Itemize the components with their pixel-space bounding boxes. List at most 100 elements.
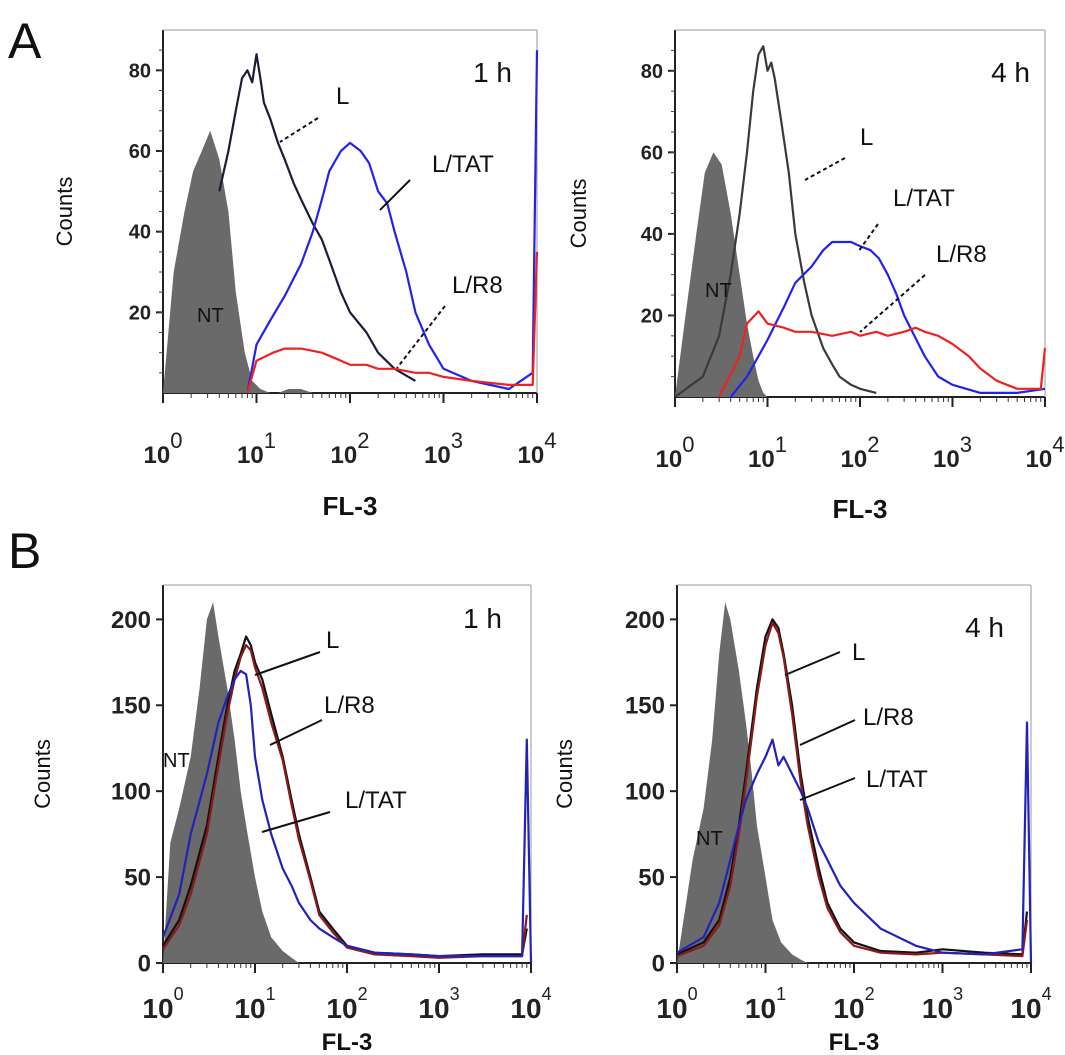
y-axis-title: Counts (552, 739, 577, 809)
panel-label-b: B (8, 523, 41, 579)
annotation-leader (857, 223, 879, 253)
x-tick-exponent: 1 (775, 432, 787, 457)
y-tick-label: 80 (641, 61, 663, 83)
x-tick-label: 103 (424, 428, 463, 469)
x-tick-base: 10 (745, 993, 776, 1024)
x-axis-title: FL-3 (829, 1029, 880, 1055)
annotation-l-tat: L/TAT (432, 151, 494, 178)
x-tick-base: 10 (922, 993, 953, 1024)
x-tick-base: 10 (833, 993, 864, 1024)
annotation-l-tat: L/TAT (345, 787, 407, 814)
x-tick-label: 101 (234, 984, 275, 1024)
series-l-r8-line (718, 310, 1047, 398)
y-tick-label: 0 (138, 950, 151, 977)
time-label: 1 h (473, 57, 512, 88)
annotation-leader (396, 305, 446, 369)
panel-label-a: A (8, 13, 42, 69)
x-tick-base: 10 (748, 446, 775, 473)
x-tick-base: 10 (331, 442, 358, 469)
y-tick-label: 150 (111, 693, 151, 720)
series-l-r8-line (676, 621, 1029, 958)
annotation-leader (379, 179, 411, 211)
series-l-r8-line (246, 251, 539, 394)
series-l-tat-line (161, 669, 533, 964)
y-tick-label: 200 (625, 607, 665, 634)
x-tick-base: 10 (424, 442, 451, 469)
y-tick-label: 40 (641, 224, 663, 246)
series-l-tat-line (676, 721, 1033, 964)
annotation-l-r8: L/R8 (863, 704, 914, 731)
x-tick-label: 104 (1010, 984, 1051, 1024)
x-tick-label: 100 (142, 984, 183, 1024)
x-tick-label: 100 (144, 428, 183, 469)
y-axis-title: Counts (566, 179, 591, 249)
time-label: 1 h (463, 603, 502, 634)
x-tick-label: 101 (748, 432, 787, 473)
annotation-l-r8: L/R8 (324, 692, 375, 719)
x-tick-label: 103 (933, 432, 972, 473)
annotation-l: L (860, 124, 873, 151)
x-tick-exponent: 4 (1042, 984, 1052, 1004)
y-tick-label: 40 (129, 222, 151, 244)
y-tick-label: 80 (129, 60, 151, 82)
x-tick-base: 10 (418, 993, 449, 1024)
x-tick-base: 10 (656, 446, 683, 473)
annotation-leader (254, 651, 321, 676)
x-tick-exponent: 4 (544, 428, 556, 453)
y-tick-label: 150 (625, 693, 665, 720)
y-tick-label: 20 (641, 305, 663, 327)
annotation-l-tat: L/TAT (893, 185, 955, 212)
x-tick-label: 100 (656, 432, 695, 473)
annotation-l-tat: L/TAT (866, 766, 928, 793)
x-tick-label: 101 (745, 984, 786, 1024)
y-tick-label: 200 (111, 607, 151, 634)
y-axis-title: Counts (52, 177, 77, 247)
x-tick-exponent: 2 (357, 428, 369, 453)
annotation-leader (269, 719, 323, 746)
annotation-nt: NT (696, 828, 723, 850)
x-tick-exponent: 2 (865, 984, 875, 1004)
x-axis-title: FL-3 (323, 491, 378, 521)
x-tick-exponent: 0 (682, 432, 694, 457)
series-nt-area (677, 602, 808, 963)
x-tick-label: 102 (326, 984, 367, 1024)
y-tick-label: 50 (124, 864, 151, 891)
x-tick-base: 10 (518, 442, 545, 469)
x-tick-label: 102 (841, 432, 880, 473)
annotation-leader (799, 719, 856, 746)
time-label: 4 h (965, 612, 1004, 643)
annotation-leader (799, 777, 856, 801)
annotation-leader (859, 274, 926, 333)
y-tick-label: 100 (625, 779, 665, 806)
x-axis-title: FL-3 (322, 1029, 373, 1055)
x-tick-base: 10 (144, 442, 171, 469)
x-tick-base: 10 (326, 993, 357, 1024)
x-axis-title: FL-3 (833, 494, 888, 524)
annotation-nt: NT (705, 280, 732, 302)
x-tick-exponent: 0 (170, 428, 182, 453)
x-tick-exponent: 2 (358, 984, 368, 1004)
x-tick-exponent: 1 (776, 984, 786, 1004)
x-tick-base: 10 (1010, 993, 1041, 1024)
x-tick-exponent: 4 (542, 984, 552, 1004)
y-axis-title: Counts (30, 739, 55, 809)
x-tick-exponent: 4 (1052, 432, 1064, 457)
x-tick-exponent: 3 (451, 428, 463, 453)
y-tick-label: 20 (129, 302, 151, 324)
annotation-leader (804, 157, 846, 181)
x-tick-base: 10 (656, 993, 687, 1024)
x-tick-label: 100 (656, 984, 697, 1024)
y-tick-label: 60 (129, 141, 151, 163)
y-tick-label: 60 (641, 142, 663, 164)
x-tick-exponent: 2 (867, 432, 879, 457)
x-tick-base: 10 (142, 993, 173, 1024)
x-tick-label: 102 (331, 428, 370, 469)
annotation-l-r8: L/R8 (452, 272, 503, 299)
annotation-l: L (852, 639, 865, 666)
series-nt-area (163, 130, 313, 394)
x-tick-exponent: 1 (266, 984, 276, 1004)
